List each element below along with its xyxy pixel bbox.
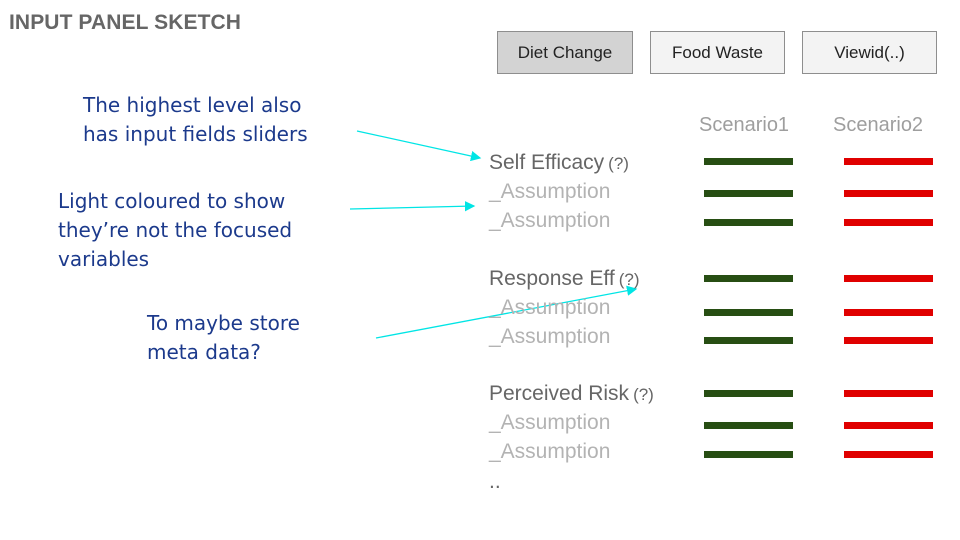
scenario2-slider[interactable]	[844, 219, 933, 226]
page-title: INPUT PANEL SKETCH	[9, 11, 242, 34]
scenario1-slider[interactable]	[704, 219, 793, 226]
help-icon[interactable]: (?)	[618, 270, 640, 289]
scenario2-slider[interactable]	[844, 390, 933, 397]
scenario1-slider[interactable]	[704, 275, 793, 282]
variable-perceived-risk: Perceived Risk (?)	[489, 382, 654, 406]
scenario2-slider[interactable]	[844, 337, 933, 344]
annotation-line: Light coloured to show	[58, 189, 286, 213]
annotation-line: The highest level also	[83, 93, 302, 117]
variable-response-eff: Response Eff (?)	[489, 267, 639, 291]
scenario2-slider[interactable]	[844, 190, 933, 197]
annotation-line: variables	[58, 247, 150, 271]
scenario2-slider[interactable]	[844, 422, 933, 429]
column-header-scenario2: Scenario2	[833, 114, 924, 136]
assumption-label: _Assumption	[489, 325, 611, 348]
annotation-sliders: The highest level also has input fields …	[83, 91, 308, 149]
scenario2-slider[interactable]	[844, 275, 933, 282]
assumption-label: _Assumption	[489, 440, 611, 463]
more-ellipsis: ..	[489, 470, 501, 493]
variable-label: Self Efficacy	[489, 151, 605, 174]
scenario1-slider[interactable]	[704, 390, 793, 397]
annotation-line: To maybe store	[147, 311, 300, 335]
tab-food-waste[interactable]: Food Waste	[650, 31, 785, 74]
annotation-meta-data: To maybe store meta data?	[147, 309, 300, 367]
scenario1-slider[interactable]	[704, 158, 793, 165]
arrow-to-assumption	[349, 201, 476, 212]
assumption-label: _Assumption	[489, 296, 611, 319]
annotation-light-coloured: Light coloured to show they’re not the f…	[58, 187, 292, 274]
annotation-line: meta data?	[147, 340, 261, 364]
scenario1-slider[interactable]	[704, 451, 793, 458]
arrow-to-self-efficacy	[356, 130, 482, 162]
scenario1-slider[interactable]	[704, 422, 793, 429]
annotation-line: has input fields sliders	[83, 122, 308, 146]
help-icon[interactable]: (?)	[608, 154, 629, 173]
annotation-line: they’re not the focused	[58, 218, 293, 242]
scenario1-slider[interactable]	[704, 337, 793, 344]
tab-viewid[interactable]: Viewid(..)	[802, 31, 937, 74]
scenario1-slider[interactable]	[704, 190, 793, 197]
scenario2-slider[interactable]	[844, 309, 933, 316]
scenario2-slider[interactable]	[844, 158, 933, 165]
assumption-label: _Assumption	[489, 209, 611, 232]
arrow-to-help-icon	[375, 285, 638, 339]
variable-label: Perceived Risk	[489, 382, 630, 405]
assumption-label: _Assumption	[489, 411, 611, 434]
tab-diet-change[interactable]: Diet Change	[497, 31, 633, 74]
scenario1-slider[interactable]	[704, 309, 793, 316]
scenario2-slider[interactable]	[844, 451, 933, 458]
assumption-label: _Assumption	[489, 180, 611, 203]
help-icon[interactable]: (?)	[633, 385, 654, 404]
column-header-scenario1: Scenario1	[699, 114, 790, 136]
variable-self-efficacy: Self Efficacy (?)	[489, 151, 629, 175]
variable-label: Response Eff	[489, 267, 615, 290]
